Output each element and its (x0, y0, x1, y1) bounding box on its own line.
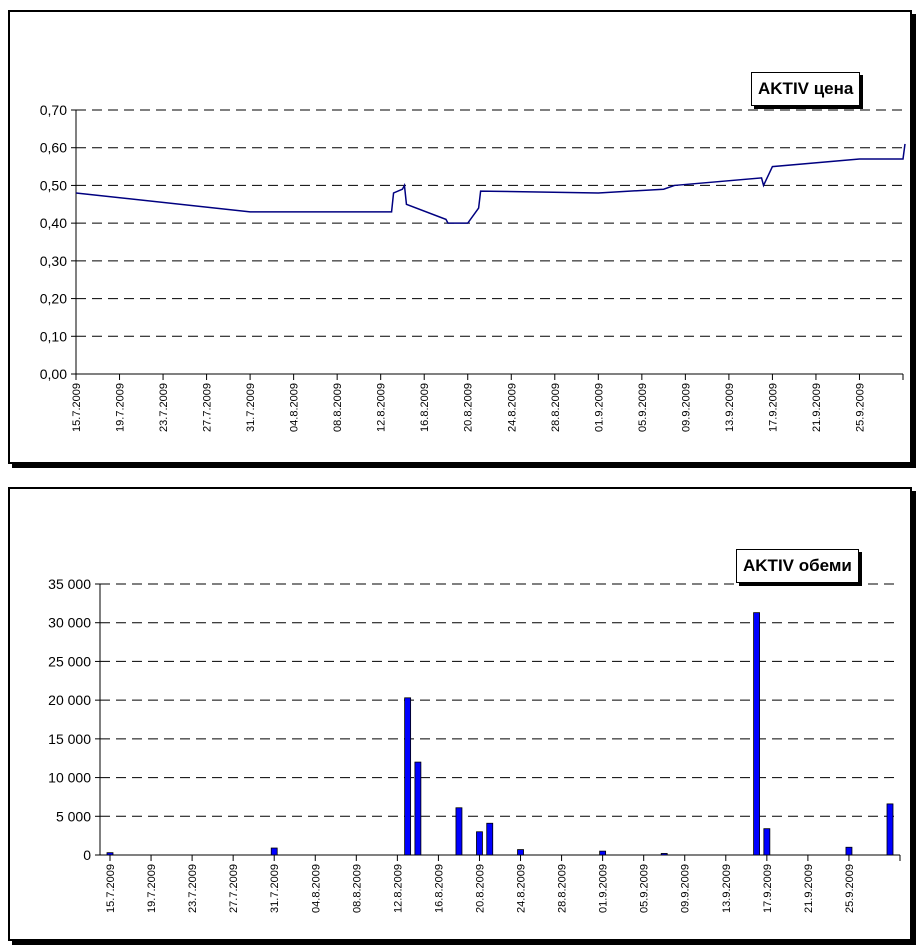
price-chart-panel: 0,00 0,10 0,20 0,30 0,40 0,50 0,60 0,70 15.7.200… (8, 10, 912, 464)
y-tick-label: 20 000 (48, 692, 91, 708)
x-tick-label: 24.8.2009 (506, 383, 518, 432)
x-tick-label: 28.8.2009 (557, 864, 569, 913)
volume-bar (414, 761, 422, 856)
volume-chart-title: AKTIV обеми (736, 549, 859, 583)
x-tick-label: 20.8.2009 (463, 383, 475, 432)
y-tick-label: 0,10 (40, 328, 67, 344)
x-tick-label: 25.9.2009 (854, 383, 866, 432)
y-tick-label: 0,70 (40, 102, 67, 118)
price-series-line (75, 143, 906, 224)
x-tick-label: 19.7.2009 (146, 864, 158, 913)
x-tick-label: 20.8.2009 (474, 864, 486, 913)
y-tick-label: 5 000 (56, 808, 91, 824)
x-tick-label: 01.9.2009 (598, 864, 610, 913)
x-tick-label: 15.7.2009 (71, 383, 83, 432)
volume-bar (753, 612, 760, 856)
volume-bar (486, 822, 494, 856)
volume-bar (660, 853, 668, 856)
x-tick-label: 28.8.2009 (550, 383, 562, 432)
y-tick-label: 0,50 (40, 177, 67, 193)
volume-chart: 0 5 000 10 000 15 000 20 000 25 000 30 000 35 0… (48, 576, 901, 913)
y-tick-label: 0,20 (40, 291, 67, 307)
x-tick-label: 16.8.2009 (433, 864, 445, 913)
y-tick-label: 0 (83, 847, 91, 863)
x-tick-label: 31.7.2009 (245, 383, 257, 432)
x-tick-label: 01.9.2009 (593, 383, 605, 432)
volume-bar (517, 849, 524, 856)
y-tick-label: 0,00 (40, 366, 67, 382)
x-tick-label: 04.8.2009 (289, 383, 301, 432)
x-tick-label: 04.8.2009 (310, 864, 322, 913)
volume-bar (404, 697, 412, 856)
x-tick-label: 05.9.2009 (637, 383, 649, 432)
x-tick-label: 09.9.2009 (680, 383, 692, 432)
x-tick-label: 21.9.2009 (803, 864, 815, 913)
x-tick-label: 27.7.2009 (202, 383, 214, 432)
volume-bar (270, 847, 278, 856)
x-tick-label: 17.9.2009 (767, 383, 779, 432)
volume-bar (886, 803, 894, 856)
y-tick-label: 0,30 (40, 253, 67, 269)
volume-chart-panel: 0 5 000 10 000 15 000 20 000 25 000 30 000 35 0… (8, 487, 912, 941)
x-tick-label: 05.9.2009 (639, 864, 651, 913)
price-chart: 0,00 0,10 0,20 0,30 0,40 0,50 0,60 0,70 15.7.200… (40, 102, 906, 432)
x-tick-label: 08.8.2009 (332, 383, 344, 432)
y-tick-label: 25 000 (48, 653, 91, 669)
x-tick-label: 31.7.2009 (269, 864, 281, 913)
x-tick-label: 27.7.2009 (228, 864, 240, 913)
x-tick-label: 12.8.2009 (392, 864, 404, 913)
x-tick-label: 23.7.2009 (158, 383, 170, 432)
y-tick-label: 0,60 (40, 140, 67, 156)
volume-bar (106, 852, 114, 856)
x-tick-label: 23.7.2009 (187, 864, 199, 913)
x-tick-label: 08.8.2009 (351, 864, 363, 913)
y-tick-label: 0,40 (40, 215, 67, 231)
volume-bar (845, 846, 853, 856)
x-tick-label: 19.7.2009 (115, 383, 127, 432)
x-tick-label: 15.7.2009 (105, 864, 117, 913)
x-tick-label: 12.8.2009 (376, 383, 388, 432)
y-tick-label: 30 000 (48, 615, 91, 631)
x-tick-label: 13.9.2009 (721, 864, 733, 913)
x-tick-label: 16.8.2009 (419, 383, 431, 432)
price-chart-title: AKTIV цена (751, 72, 861, 106)
y-tick-label: 10 000 (48, 770, 91, 786)
y-tick-label: 15 000 (48, 731, 91, 747)
volume-bar (455, 807, 463, 856)
x-tick-label: 13.9.2009 (724, 383, 736, 432)
x-tick-label: 09.9.2009 (680, 864, 692, 913)
y-tick-label: 35 000 (48, 576, 91, 592)
volume-bar (476, 831, 483, 856)
x-tick-label: 25.9.2009 (844, 864, 856, 913)
volume-bar (763, 828, 771, 856)
x-tick-label: 17.9.2009 (762, 864, 774, 913)
x-tick-label: 21.9.2009 (811, 383, 823, 432)
volume-bar (599, 850, 607, 856)
x-tick-label: 24.8.2009 (516, 864, 528, 913)
